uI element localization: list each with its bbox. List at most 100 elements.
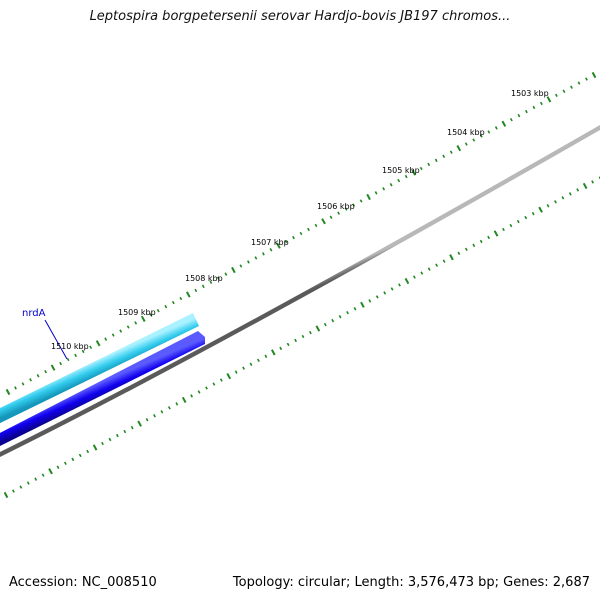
inner-major-tick — [181, 396, 187, 403]
outer-minor-tick — [570, 85, 573, 89]
inner-minor-tick — [576, 188, 580, 192]
inner-major-tick — [404, 277, 410, 285]
inner-major-tick — [271, 349, 276, 356]
outer-major-tick — [546, 96, 552, 103]
outer-major-tick — [50, 364, 56, 371]
inner-minor-tick — [219, 378, 223, 382]
outer-minor-tick — [209, 280, 213, 284]
inner-major-tick — [137, 420, 142, 427]
inner-major-tick — [3, 491, 9, 499]
inner-minor-tick — [338, 315, 342, 319]
inner-minor-tick — [561, 196, 565, 200]
outer-minor-tick — [472, 138, 476, 142]
inner-minor-tick — [167, 406, 171, 410]
inner-minor-tick — [19, 485, 23, 489]
ruler-label: 1506 kbp — [317, 202, 355, 211]
inner-major-tick — [538, 206, 543, 213]
inner-minor-tick — [375, 295, 379, 299]
outer-minor-tick — [517, 113, 521, 118]
ruler-label: 1509 kbp — [118, 308, 156, 317]
inner-minor-tick — [308, 330, 312, 335]
inner-minor-tick — [301, 334, 305, 339]
inner-minor-tick — [41, 473, 45, 477]
outer-major-tick — [95, 340, 101, 347]
inner-minor-tick — [26, 481, 30, 485]
inner-minor-tick — [86, 449, 90, 454]
outer-minor-tick — [389, 183, 393, 187]
inner-minor-tick — [420, 271, 424, 275]
gene-reverse[interactable] — [0, 331, 205, 449]
inner-minor-tick — [130, 425, 134, 430]
outer-major-tick — [231, 266, 236, 274]
outer-minor-tick — [104, 337, 108, 341]
outer-minor-tick — [427, 162, 431, 167]
outer-major-tick — [591, 71, 597, 79]
outer-minor-tick — [171, 300, 175, 305]
inner-minor-tick — [101, 441, 104, 446]
map-title: Leptospira borgpetersenii serovar Hardjo… — [89, 9, 511, 24]
outer-minor-tick — [434, 158, 438, 163]
inner-major-tick — [315, 325, 321, 332]
outer-minor-tick — [149, 313, 153, 317]
outer-minor-tick — [126, 325, 130, 329]
inner-major-tick — [226, 373, 232, 380]
outer-minor-tick — [119, 329, 123, 333]
outer-minor-tick — [404, 174, 408, 179]
outer-minor-tick — [269, 248, 273, 252]
outer-minor-tick — [585, 77, 588, 81]
outer-minor-tick — [344, 207, 348, 211]
outer-minor-tick — [194, 288, 198, 293]
outer-minor-tick — [449, 150, 453, 154]
inner-minor-tick — [160, 410, 164, 414]
gene-label-nrdA[interactable]: nrdA — [22, 308, 46, 319]
inner-minor-tick — [286, 342, 290, 347]
outer-minor-tick — [314, 223, 318, 228]
outer-tick-track — [5, 71, 597, 396]
inner-minor-tick — [457, 251, 461, 255]
outer-minor-tick — [111, 333, 115, 337]
inner-minor-tick — [390, 287, 394, 291]
inner-minor-tick — [554, 200, 557, 204]
outer-minor-tick — [89, 345, 93, 349]
inner-major-tick — [582, 182, 588, 190]
outer-minor-tick — [397, 178, 401, 183]
inner-minor-tick — [502, 227, 505, 232]
inner-minor-tick — [212, 382, 216, 386]
outer-minor-tick — [479, 134, 483, 138]
outer-minor-tick — [156, 309, 160, 313]
outer-minor-tick — [44, 370, 48, 374]
inner-minor-tick — [56, 465, 60, 469]
outer-minor-tick — [14, 386, 17, 390]
outer-minor-tick — [554, 93, 558, 97]
inner-minor-tick — [346, 311, 349, 315]
nrdA-label-leader — [44, 319, 68, 360]
outer-major-tick — [276, 242, 281, 249]
outer-major-tick — [366, 193, 371, 201]
outer-major-tick — [186, 291, 191, 298]
inner-minor-tick — [427, 267, 431, 271]
outer-minor-tick — [374, 191, 378, 195]
inner-minor-tick — [145, 418, 149, 422]
outer-minor-tick — [509, 118, 513, 122]
inner-minor-tick — [205, 386, 208, 390]
inner-minor-tick — [108, 437, 112, 442]
outer-minor-tick — [254, 256, 258, 260]
inner-minor-tick — [464, 247, 468, 251]
outer-minor-tick — [442, 154, 446, 158]
inner-minor-tick — [153, 414, 156, 418]
gene-nrdA-forward[interactable] — [0, 313, 199, 426]
inner-minor-tick — [472, 243, 476, 248]
outer-minor-tick — [224, 272, 228, 276]
outer-minor-tick — [261, 252, 265, 256]
inner-minor-tick — [531, 211, 535, 216]
outer-minor-tick — [216, 276, 220, 280]
outer-major-tick — [456, 145, 462, 152]
inner-minor-tick — [383, 291, 387, 295]
ruler-label: 1507 kbp — [251, 238, 289, 247]
inner-minor-tick — [234, 370, 238, 374]
outer-minor-tick — [532, 105, 536, 110]
inner-minor-tick — [479, 239, 483, 244]
outer-minor-tick — [524, 109, 528, 114]
outer-minor-tick — [292, 235, 295, 240]
